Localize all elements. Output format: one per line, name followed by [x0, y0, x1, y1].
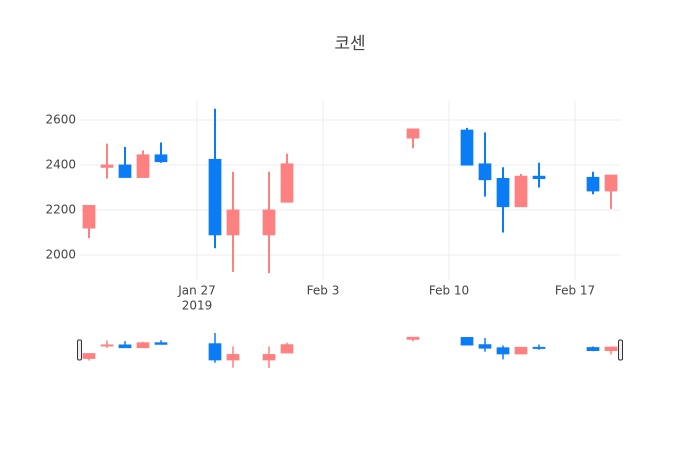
y-tick-label: 2000: [45, 248, 76, 262]
candle-body: [478, 163, 492, 181]
x-tick-label: Feb 3: [307, 284, 340, 298]
candle-body: [406, 336, 420, 340]
candle-body: [226, 354, 240, 361]
candle-body: [586, 176, 600, 192]
candle-body: [82, 353, 96, 359]
candle-body: [532, 346, 546, 349]
candle-body: [208, 343, 222, 361]
y-tick-label: 2400: [45, 158, 76, 172]
slider-handle-left[interactable]: [77, 339, 82, 361]
candle-body: [604, 346, 618, 351]
candle-body: [460, 129, 474, 166]
candle-body: [262, 209, 276, 236]
candle-body: [532, 175, 546, 180]
candle-body: [154, 342, 168, 345]
y-tick-label: 2600: [45, 113, 76, 127]
x-tick-label: Feb 17: [555, 284, 595, 298]
candle-body: [604, 174, 618, 192]
range-slider[interactable]: [77, 332, 623, 369]
candle-body: [280, 344, 294, 354]
candle-body: [280, 163, 294, 203]
slider-handle-right[interactable]: [618, 339, 623, 361]
candle-body: [586, 347, 600, 352]
candle-body: [118, 344, 132, 349]
candle-body: [496, 347, 510, 355]
candle-body: [262, 354, 276, 361]
candle-body: [208, 158, 222, 236]
candle-body: [100, 344, 114, 347]
candle-body: [226, 209, 240, 236]
candle-body: [118, 164, 132, 178]
candle-body: [136, 342, 150, 349]
chart-title: 코센: [334, 34, 365, 54]
candle-body: [460, 337, 474, 346]
candle-body: [514, 175, 528, 208]
x-tick-label: Jan 27: [177, 284, 216, 298]
candle-body: [514, 346, 528, 355]
y-tick-label: 2200: [45, 203, 76, 217]
candle-body: [82, 205, 96, 229]
candle-body: [136, 154, 150, 178]
candle-body: [478, 344, 492, 349]
candle-body: [496, 178, 510, 208]
x-tick-label: 2019: [182, 299, 213, 313]
candle-body: [406, 128, 420, 139]
candle-body: [100, 164, 114, 168]
x-tick-label: Feb 10: [429, 284, 469, 298]
range-slider-bg: [80, 332, 620, 369]
candle-body: [154, 154, 168, 163]
